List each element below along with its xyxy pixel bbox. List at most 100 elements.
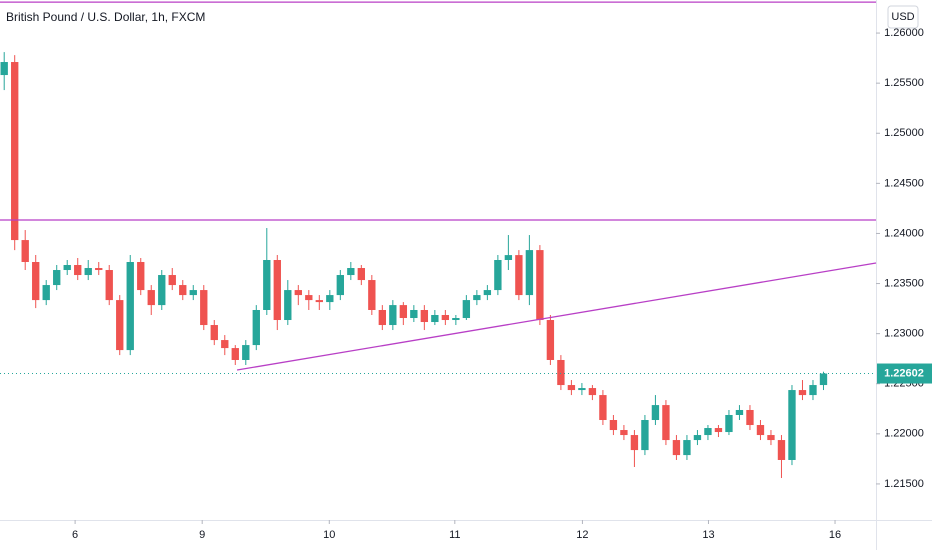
candle-body: [809, 385, 817, 396]
candle-body: [11, 62, 19, 241]
candle-body: [578, 388, 586, 391]
x-tick-label: 9: [199, 529, 205, 541]
candle-body: [368, 280, 376, 310]
candle-body: [714, 428, 723, 433]
candle-body: [200, 290, 208, 326]
candle-body: [735, 409, 744, 415]
price-label-box: [877, 363, 932, 384]
candle-body: [546, 320, 555, 360]
candle-body: [21, 240, 29, 263]
candle-body: [357, 268, 365, 281]
candle-body: [557, 359, 565, 386]
y-tick-label: 1.23500: [884, 277, 924, 289]
candle-body: [620, 430, 628, 436]
candle-body: [32, 262, 40, 301]
candle-body: [126, 262, 134, 351]
candle-body: [389, 305, 397, 326]
candle-body: [84, 268, 92, 276]
candle-body: [189, 290, 197, 296]
candle-body: [693, 435, 702, 441]
candle-body: [788, 390, 796, 460]
candle-body: [242, 345, 250, 360]
y-tick-label: 1.21500: [884, 478, 924, 490]
candle-body: [473, 295, 481, 301]
candle-body: [777, 440, 786, 460]
candle-body: [536, 250, 544, 321]
currency-label[interactable]: USD: [891, 11, 914, 23]
candle-body: [599, 395, 607, 421]
candle-body: [641, 420, 649, 451]
candle-body: [179, 285, 187, 296]
candle-body: [756, 425, 765, 436]
candle-body: [662, 405, 670, 441]
candle-body: [672, 440, 681, 456]
candle-body: [263, 260, 271, 310]
y-tick-label: 1.24500: [884, 177, 924, 189]
candle-body: [588, 388, 597, 396]
candle-body: [683, 440, 691, 456]
candle-body: [137, 262, 145, 291]
x-tick-label: 13: [702, 529, 714, 541]
y-tick-label: 1.25500: [884, 77, 924, 89]
candle-body: [168, 275, 176, 286]
candle-body: [515, 255, 523, 296]
candle-body: [0, 62, 8, 76]
candle-body: [420, 309, 429, 323]
plot-area: [0, 1, 877, 479]
candle-body: [158, 275, 166, 306]
x-tick-label: 6: [72, 529, 78, 541]
chart-title: British Pound / U.S. Dollar, 1h, FXCM: [6, 10, 205, 24]
candle-body: [53, 270, 61, 286]
x-tick-label: 16: [829, 529, 841, 541]
candle-body: [504, 255, 513, 260]
candle-body: [42, 285, 50, 301]
candle-body: [746, 409, 754, 426]
candle-body: [462, 300, 471, 319]
x-tick-label: 12: [576, 529, 588, 541]
candle-body: [95, 268, 103, 271]
x-tick-label: 11: [449, 529, 460, 541]
price-label: 1.22602: [884, 367, 924, 379]
y-tick-label: 1.23000: [884, 328, 924, 340]
y-tick-label: 1.26000: [884, 27, 924, 39]
candle-body: [725, 414, 733, 433]
candle-body: [452, 318, 460, 321]
candle-body: [410, 309, 418, 319]
candle-body: [210, 325, 218, 341]
candle-body: [525, 250, 534, 296]
candle-body: [347, 268, 355, 276]
candle-body: [567, 385, 576, 391]
candle-body: [399, 305, 408, 319]
currency-box[interactable]: [887, 5, 919, 29]
trend-line: [236, 262, 877, 371]
y-tick-label: 1.24000: [884, 227, 924, 239]
candle-body: [336, 275, 344, 296]
y-tick-label: 1.25000: [884, 127, 924, 139]
candle-body: [431, 315, 439, 323]
candle-body: [798, 390, 807, 396]
y-tick-label: 1.22000: [884, 428, 924, 440]
candle-body: [767, 435, 775, 441]
candle-body: [74, 265, 82, 276]
candle-body: [63, 265, 71, 271]
candle-body: [609, 420, 618, 431]
candle-body: [231, 348, 239, 360]
candle-body: [483, 290, 492, 296]
candle-body: [326, 295, 334, 303]
candle-body: [494, 260, 502, 291]
candle-body: [704, 428, 712, 436]
candle-body: [315, 300, 323, 303]
candle-body: [147, 290, 155, 306]
x-tick-label: 10: [323, 529, 335, 541]
candle-body: [273, 260, 281, 321]
candle-body: [305, 295, 313, 301]
candle-body: [630, 435, 639, 451]
candle-body: [651, 405, 660, 421]
candle-body: [819, 373, 828, 386]
candle-body: [378, 309, 387, 326]
candle-body: [116, 300, 124, 351]
candle-body: [105, 270, 113, 301]
candle-body: [252, 309, 260, 346]
